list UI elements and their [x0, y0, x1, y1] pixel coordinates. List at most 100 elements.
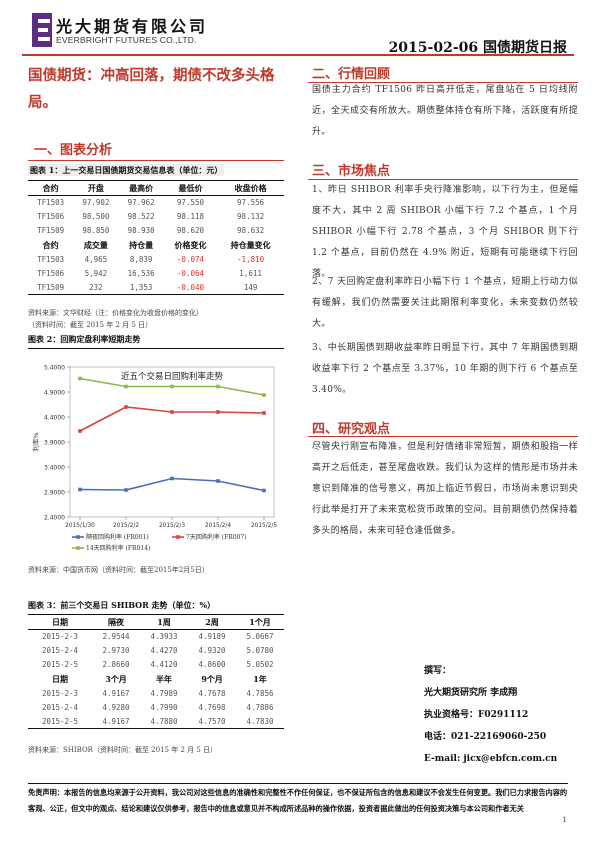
disclaimer: 免责声明：本报告的信息均来源于公开资料，我公司对这些信息的准确性和完整性不作任何…: [28, 783, 568, 817]
table-cell: 98.850: [82, 226, 110, 235]
legend-marker: [76, 535, 80, 539]
table-cell: 2015-2-3: [41, 632, 79, 642]
table-cell: 98.132: [237, 212, 265, 221]
column-header: 最低价: [163, 180, 218, 196]
table-cell: TF1503: [37, 198, 65, 208]
company-name-en: EVERBRIGHT FUTURES CO.,LTD.: [56, 35, 197, 45]
table-row: TF1509 98.850 98.930 98.620 98.632: [28, 224, 284, 238]
table-cell: 98.620: [176, 226, 205, 235]
legend-label: 隔夜回购利率 (FR001): [86, 533, 149, 541]
data-point: [170, 384, 174, 389]
table1-time: （资料时间：截至 2015 年 2 月 5 日）: [28, 321, 153, 329]
legend-label: 7天回购利率 (FR007): [186, 533, 247, 541]
table-cell: 4.7570: [188, 714, 236, 729]
column-header: 合约: [28, 180, 74, 196]
table-row: 2015-2-4 4.9280 4.7990 4.7698 4.7886: [28, 701, 284, 715]
y-tick-label: 2.4000: [44, 515, 65, 522]
author-name: 光大期货研究所 李成翔: [424, 688, 518, 698]
table-row: 2015-2-5 4.9167 4.7880 4.7570 4.7830: [28, 714, 284, 729]
y-tick-label: 4.4000: [44, 415, 65, 422]
chart-title: 近五个交易日回购利率走势: [121, 371, 224, 382]
y-tick-label: 3.9000: [44, 440, 65, 447]
table-cell: 5.0667: [246, 632, 274, 642]
table-cell: 4.7886: [246, 703, 274, 712]
table-row: TF1503 4,965 8,839 -0.074 -1,810: [28, 253, 284, 267]
table-header-row: 合约 开盘 最高价 最低价 收盘价格: [28, 180, 284, 196]
author-email[interactable]: E-mail: jicx@ebfcn.com.cn: [424, 754, 558, 764]
table-cell: 4.7698: [198, 703, 226, 712]
table-header-row: 合约 成交量 持仓量 价格变化 持仓量变化: [28, 238, 284, 253]
table-cell: TF1503: [37, 255, 65, 264]
table-row: TF1506 5,942 16,536 -0.064 1,611: [28, 267, 284, 281]
section-divider: [308, 436, 578, 437]
table-cell: 4.3933: [150, 632, 178, 642]
shibor-table: 日期 隔夜 1周 2周 1个月 2015-2-3 2.9544 4.3933 4.9189 5.0…: [28, 614, 284, 729]
table-row: 2015-2-4 2.9730 4.4270 4.9320 5.0780: [28, 644, 284, 658]
table-cell: 2015-2-3: [41, 689, 79, 698]
section-title-research-view: 四、研究观点: [312, 422, 391, 437]
table-row: 2015-2-5 2.8660 4.4120 4.8600 5.0502: [28, 658, 284, 672]
column-header: 半年: [156, 673, 172, 684]
table-cell: 4,965: [84, 255, 108, 264]
data-point: [124, 384, 128, 389]
table-cell: 2.9544: [102, 632, 130, 642]
table-cell: 2015-2-5: [28, 714, 92, 729]
table-cell: 4.8600: [198, 660, 226, 669]
table-cell: 97.550: [176, 198, 205, 208]
table-cell: 4.7856: [246, 689, 274, 698]
table-header-row: 日期 隔夜 1周 2周 1个月: [28, 614, 284, 630]
table-cell: 232: [73, 280, 119, 295]
author-phone: 电话：021-22169060-250: [424, 732, 547, 742]
table-header-row: 日期 3个月 半年 9个月 1年: [28, 672, 284, 687]
column-header: 3个月: [105, 673, 127, 684]
column-header: 持仓量: [129, 239, 154, 250]
section-title-market-focus: 三、市场焦点: [312, 164, 391, 179]
column-header: 价格变化: [174, 239, 207, 250]
section-title-market-review: 二、行情回顾: [312, 67, 391, 82]
market-focus-paragraph-2: 2、7 天回购定盘利率昨日小幅下行 1 个基点，短期上行动力似有缓解，我们仍然需…: [312, 277, 578, 329]
column-header: 1个月: [236, 614, 284, 630]
table1-source: 资料来源：文华财经（注：价格变化为收盘价格的变化）: [28, 309, 203, 317]
x-tick-label: 2015/2/2: [113, 523, 139, 529]
everbright-logo-icon: [32, 13, 52, 47]
legend-marker: [76, 546, 80, 550]
chart-source: 资料来源：中国货币网（资料时间：截至2015年2月5日）: [28, 566, 209, 574]
table-cell: 16,536: [127, 269, 155, 278]
table3-caption: 图表 3：前三个交易日 SHIBOR 走势（单位：%）: [28, 600, 216, 610]
table-cell: 98.522: [127, 212, 155, 221]
table-row: 2015-2-3 4.9167 4.7989 4.7678 4.7856: [28, 687, 284, 701]
table-cell: 4.4270: [150, 646, 178, 655]
table-cell: 4.7678: [198, 689, 226, 698]
table-cell: 2.9730: [102, 646, 130, 655]
table-cell: 2015-2-4: [41, 646, 79, 655]
column-header: 收盘价格: [217, 180, 284, 196]
column-header: 隔夜: [92, 614, 140, 630]
data-point: [78, 487, 82, 492]
section-divider: [28, 160, 284, 161]
author-license: 执业资格号：F0291112: [424, 710, 529, 720]
repo-rate-chart: 2.4000 2.9000 3.4000 3.9000 4.4000 4.9000 5.40…: [28, 348, 284, 558]
table-cell: 4.9320: [198, 646, 226, 655]
table-cell: 4.4120: [150, 660, 178, 669]
market-review-text: 国债主力合约 TF1506 昨日高开低走，尾盘站在 5 日均线附近，全天成交有所…: [312, 85, 578, 137]
data-point: [216, 479, 220, 483]
column-header: 1年: [253, 673, 267, 684]
author-block: 撰写： 光大期货研究所 李成翔 执业资格号：F0291112 电话：021-22…: [424, 660, 584, 770]
table-cell: TF1509: [28, 280, 74, 295]
table-cell: TF1506: [37, 212, 65, 221]
column-header: 2周: [188, 614, 236, 630]
table-cell: 4.7880: [140, 714, 188, 729]
column-header: 最高价: [118, 180, 164, 196]
column-header: 持仓量变化: [230, 239, 271, 250]
table-cell: 4.7989: [150, 689, 178, 698]
data-point: [124, 488, 128, 492]
table-row: TF1506 98.500 98.522 98.118 98.132: [28, 210, 284, 224]
table-cell: 98.632: [237, 226, 265, 235]
column-header: 1周: [140, 614, 188, 630]
table-cell: 5.0780: [246, 646, 274, 655]
table-cell: 97.556: [237, 198, 265, 208]
data-point: [78, 429, 82, 433]
column-header: 开盘: [73, 180, 119, 196]
legend-marker: [176, 535, 180, 539]
y-tick-label: 4.9000: [44, 390, 65, 397]
